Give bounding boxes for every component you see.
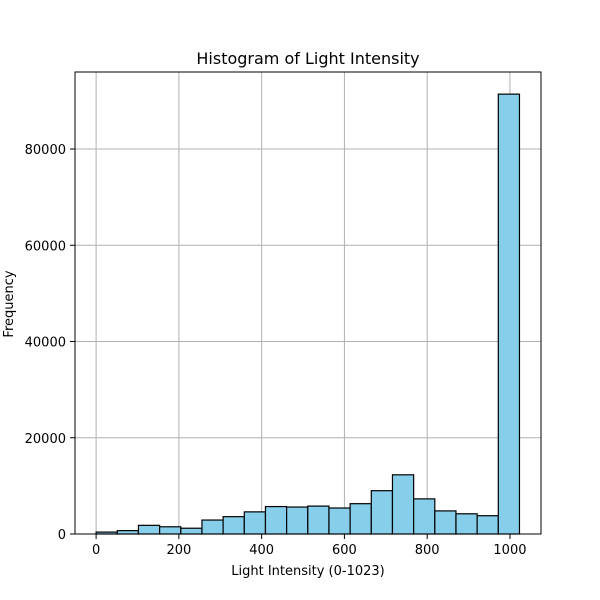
histogram-bar — [222, 516, 245, 535]
plot-frame — [74, 71, 542, 535]
y-tick-label: 20000 — [25, 432, 66, 447]
histogram-bar — [243, 511, 267, 535]
y-tick-label: 40000 — [25, 336, 66, 351]
histogram-bar — [116, 530, 140, 535]
bars-layer — [95, 93, 521, 535]
histogram-bar — [264, 505, 288, 535]
histogram-bar — [476, 515, 499, 535]
x-tick-label: 800 — [415, 543, 440, 558]
x-tick-label: 200 — [166, 543, 191, 558]
histogram-bar — [391, 474, 415, 535]
chart-title: Histogram of Light Intensity — [196, 49, 419, 68]
histogram-bar — [455, 513, 478, 535]
y-tick-label: 60000 — [25, 239, 66, 254]
histogram-bar — [201, 519, 224, 535]
histogram-bar — [137, 524, 161, 535]
histogram-bar — [159, 526, 182, 535]
histogram-bar — [180, 527, 203, 535]
y-tick-label: 80000 — [25, 143, 66, 158]
histogram-bar — [286, 506, 309, 535]
x-axis-label: Light Intensity (0-1023) — [231, 564, 384, 579]
histogram-bar — [434, 510, 457, 535]
x-tick-label: 400 — [249, 543, 274, 558]
x-tick-label: 600 — [332, 543, 357, 558]
histogram-bar — [307, 505, 330, 535]
x-axis-ticks: 0 200 400 600 800 1000 — [92, 534, 527, 558]
grid-layer — [75, 72, 541, 535]
histogram-bar — [328, 507, 351, 535]
y-axis-label: Frequency — [2, 270, 17, 337]
histogram-bar — [413, 498, 436, 535]
y-tick-label: 0 — [58, 528, 66, 543]
x-tick-label: 1000 — [493, 543, 526, 558]
y-axis-ticks: 0 20000 40000 60000 80000 — [25, 143, 75, 543]
histogram-bar — [370, 490, 394, 535]
histogram-bar — [497, 93, 521, 535]
histogram-bar — [349, 503, 372, 535]
x-tick-label: 0 — [92, 543, 100, 558]
